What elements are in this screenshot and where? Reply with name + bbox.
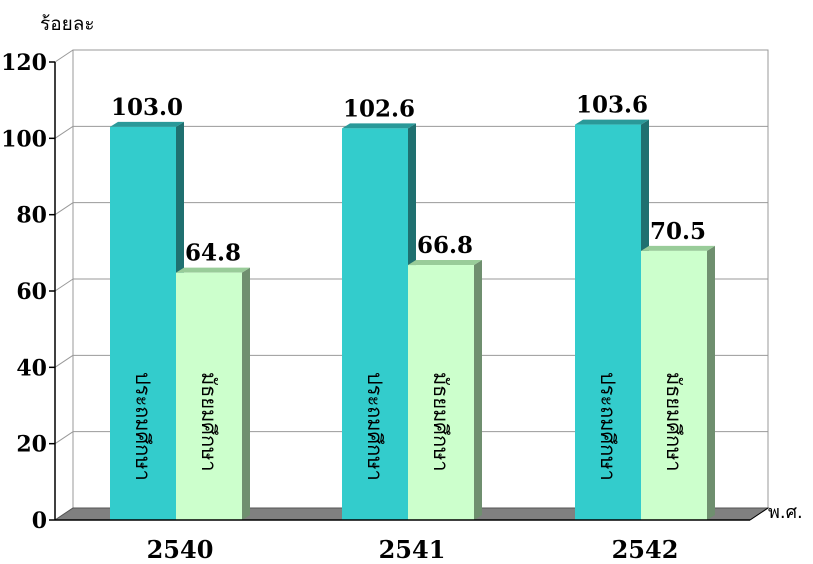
bar — [408, 265, 474, 520]
data-label: 70.5 — [650, 218, 706, 245]
gridline-side — [54, 49, 74, 63]
x-tick-label: 2542 — [612, 535, 679, 564]
x-axis-unit-label: พ.ศ. — [768, 502, 803, 523]
bar-2542-secondary — [641, 245, 715, 521]
gridline-side — [54, 278, 74, 292]
bar-text: ประถมศึกษา — [131, 372, 155, 481]
bar-2541-primary — [342, 123, 416, 520]
y-tick-label: 0 — [32, 508, 47, 534]
bar-2540-secondary — [176, 267, 250, 520]
y-tick-label: 20 — [16, 432, 47, 458]
bar-2540-primary — [110, 121, 184, 520]
x-axis-depth-line — [749, 507, 769, 521]
y-tick-label: 80 — [16, 203, 47, 229]
bar-top — [342, 123, 416, 129]
bar-top — [575, 119, 649, 125]
gridline-side — [54, 431, 74, 445]
bar-text: ประถมศึกษา — [596, 372, 620, 481]
data-label: 103.0 — [111, 94, 183, 121]
bar-side — [474, 260, 482, 520]
bar-text: มัธยมศึกษา — [662, 372, 686, 472]
data-label: 103.6 — [576, 92, 648, 119]
bar-2541-secondary — [408, 260, 482, 520]
x-tick-label: 2541 — [379, 535, 446, 564]
bar — [575, 124, 641, 521]
data-label: 64.8 — [185, 240, 241, 267]
bar-top — [641, 245, 715, 251]
bar-text: มัธยมศึกษา — [197, 372, 221, 472]
y-tick-label: 100 — [1, 126, 47, 152]
data-label: 102.6 — [343, 95, 415, 122]
y-tick-label: 120 — [1, 50, 47, 76]
bar-top — [110, 121, 184, 127]
bar-text: ประถมศึกษา — [363, 372, 387, 481]
bar — [641, 250, 707, 521]
y-axis-label: ร้อยละ — [40, 13, 95, 35]
y-tick-label: 60 — [16, 279, 47, 305]
bar-side — [242, 267, 250, 520]
bar — [110, 126, 176, 520]
bar-top — [176, 267, 250, 273]
bars-group — [110, 119, 715, 521]
bar-text: มัธยมศึกษา — [429, 372, 453, 472]
gridline-side — [54, 354, 74, 368]
axes — [49, 61, 769, 521]
data-label: 66.8 — [417, 232, 473, 259]
bar — [176, 272, 242, 520]
gridline-side — [54, 202, 74, 216]
bar — [342, 128, 408, 520]
bar-top — [408, 260, 482, 266]
bar-side — [707, 245, 715, 521]
gridline-side — [54, 125, 74, 139]
y-tick-label: 40 — [16, 355, 47, 381]
labels-group: 0 20 40 60 80 100 120 103.0 ประถมศึกษา 64.8 มัธยมศ… — [1, 50, 706, 564]
x-tick-label: 2540 — [147, 535, 214, 564]
